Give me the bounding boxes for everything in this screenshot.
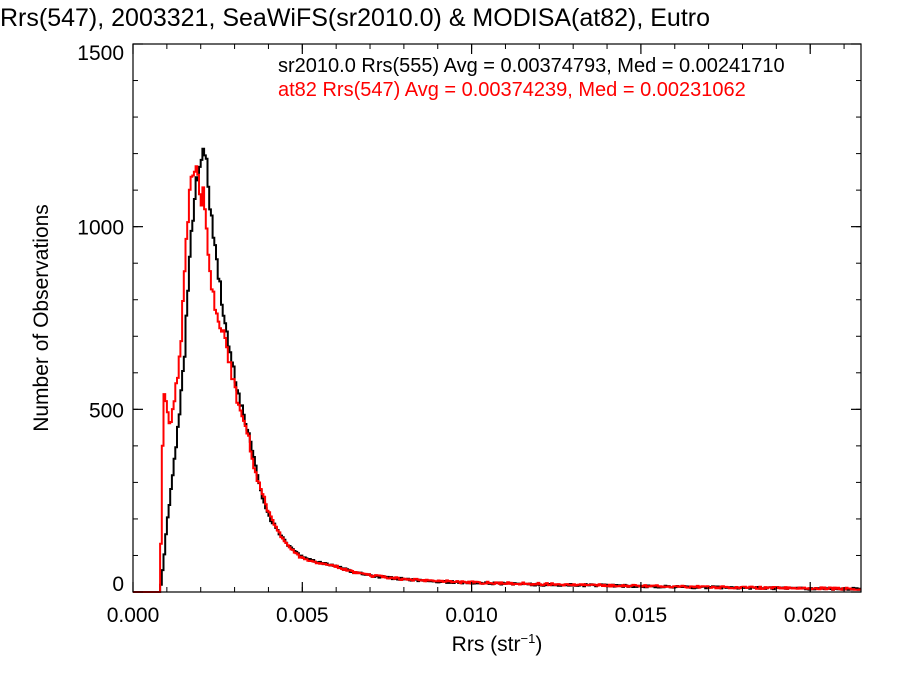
x-tick-label: 0.015 bbox=[615, 604, 668, 627]
histogram-series-1 bbox=[133, 147, 861, 593]
y-tick-label: 500 bbox=[89, 399, 124, 422]
y-tick-label: 1000 bbox=[77, 217, 124, 240]
plot-frame bbox=[132, 43, 862, 593]
histogram-series-2 bbox=[133, 165, 861, 593]
x-tick-label: 0.005 bbox=[276, 604, 329, 627]
x-axis-label-superscript: −1 bbox=[521, 631, 536, 646]
x-tick-label: 0.010 bbox=[445, 604, 498, 627]
legend-entry-1: sr2010.0 Rrs(555) Avg = 0.00374793, Med … bbox=[278, 55, 785, 77]
x-axis-label-main: Rrs (str bbox=[452, 633, 521, 656]
y-tick-label: 0 bbox=[112, 573, 124, 596]
chart-title: Rrs(547), 2003321, SeaWiFS(sr2010.0) & M… bbox=[0, 4, 710, 32]
x-axis-label: Rrs (str−1) bbox=[452, 631, 543, 656]
x-axis-label-close: ) bbox=[535, 633, 542, 656]
y-tick-label: 1500 bbox=[77, 42, 124, 65]
y-axis-label: Number of Observations bbox=[30, 204, 53, 432]
x-tick-label: 0.020 bbox=[784, 604, 837, 627]
plot-area bbox=[133, 147, 861, 593]
x-tick-label: 0.000 bbox=[107, 604, 160, 627]
legend-entry-2: at82 Rrs(547) Avg = 0.00374239, Med = 0.… bbox=[278, 79, 746, 101]
legend: sr2010.0 Rrs(555) Avg = 0.00374793, Med … bbox=[278, 55, 785, 101]
axis-ticks: 0.000 0.005 0.010 0.015 0.020 0 500 1000 1500 bbox=[77, 42, 861, 627]
